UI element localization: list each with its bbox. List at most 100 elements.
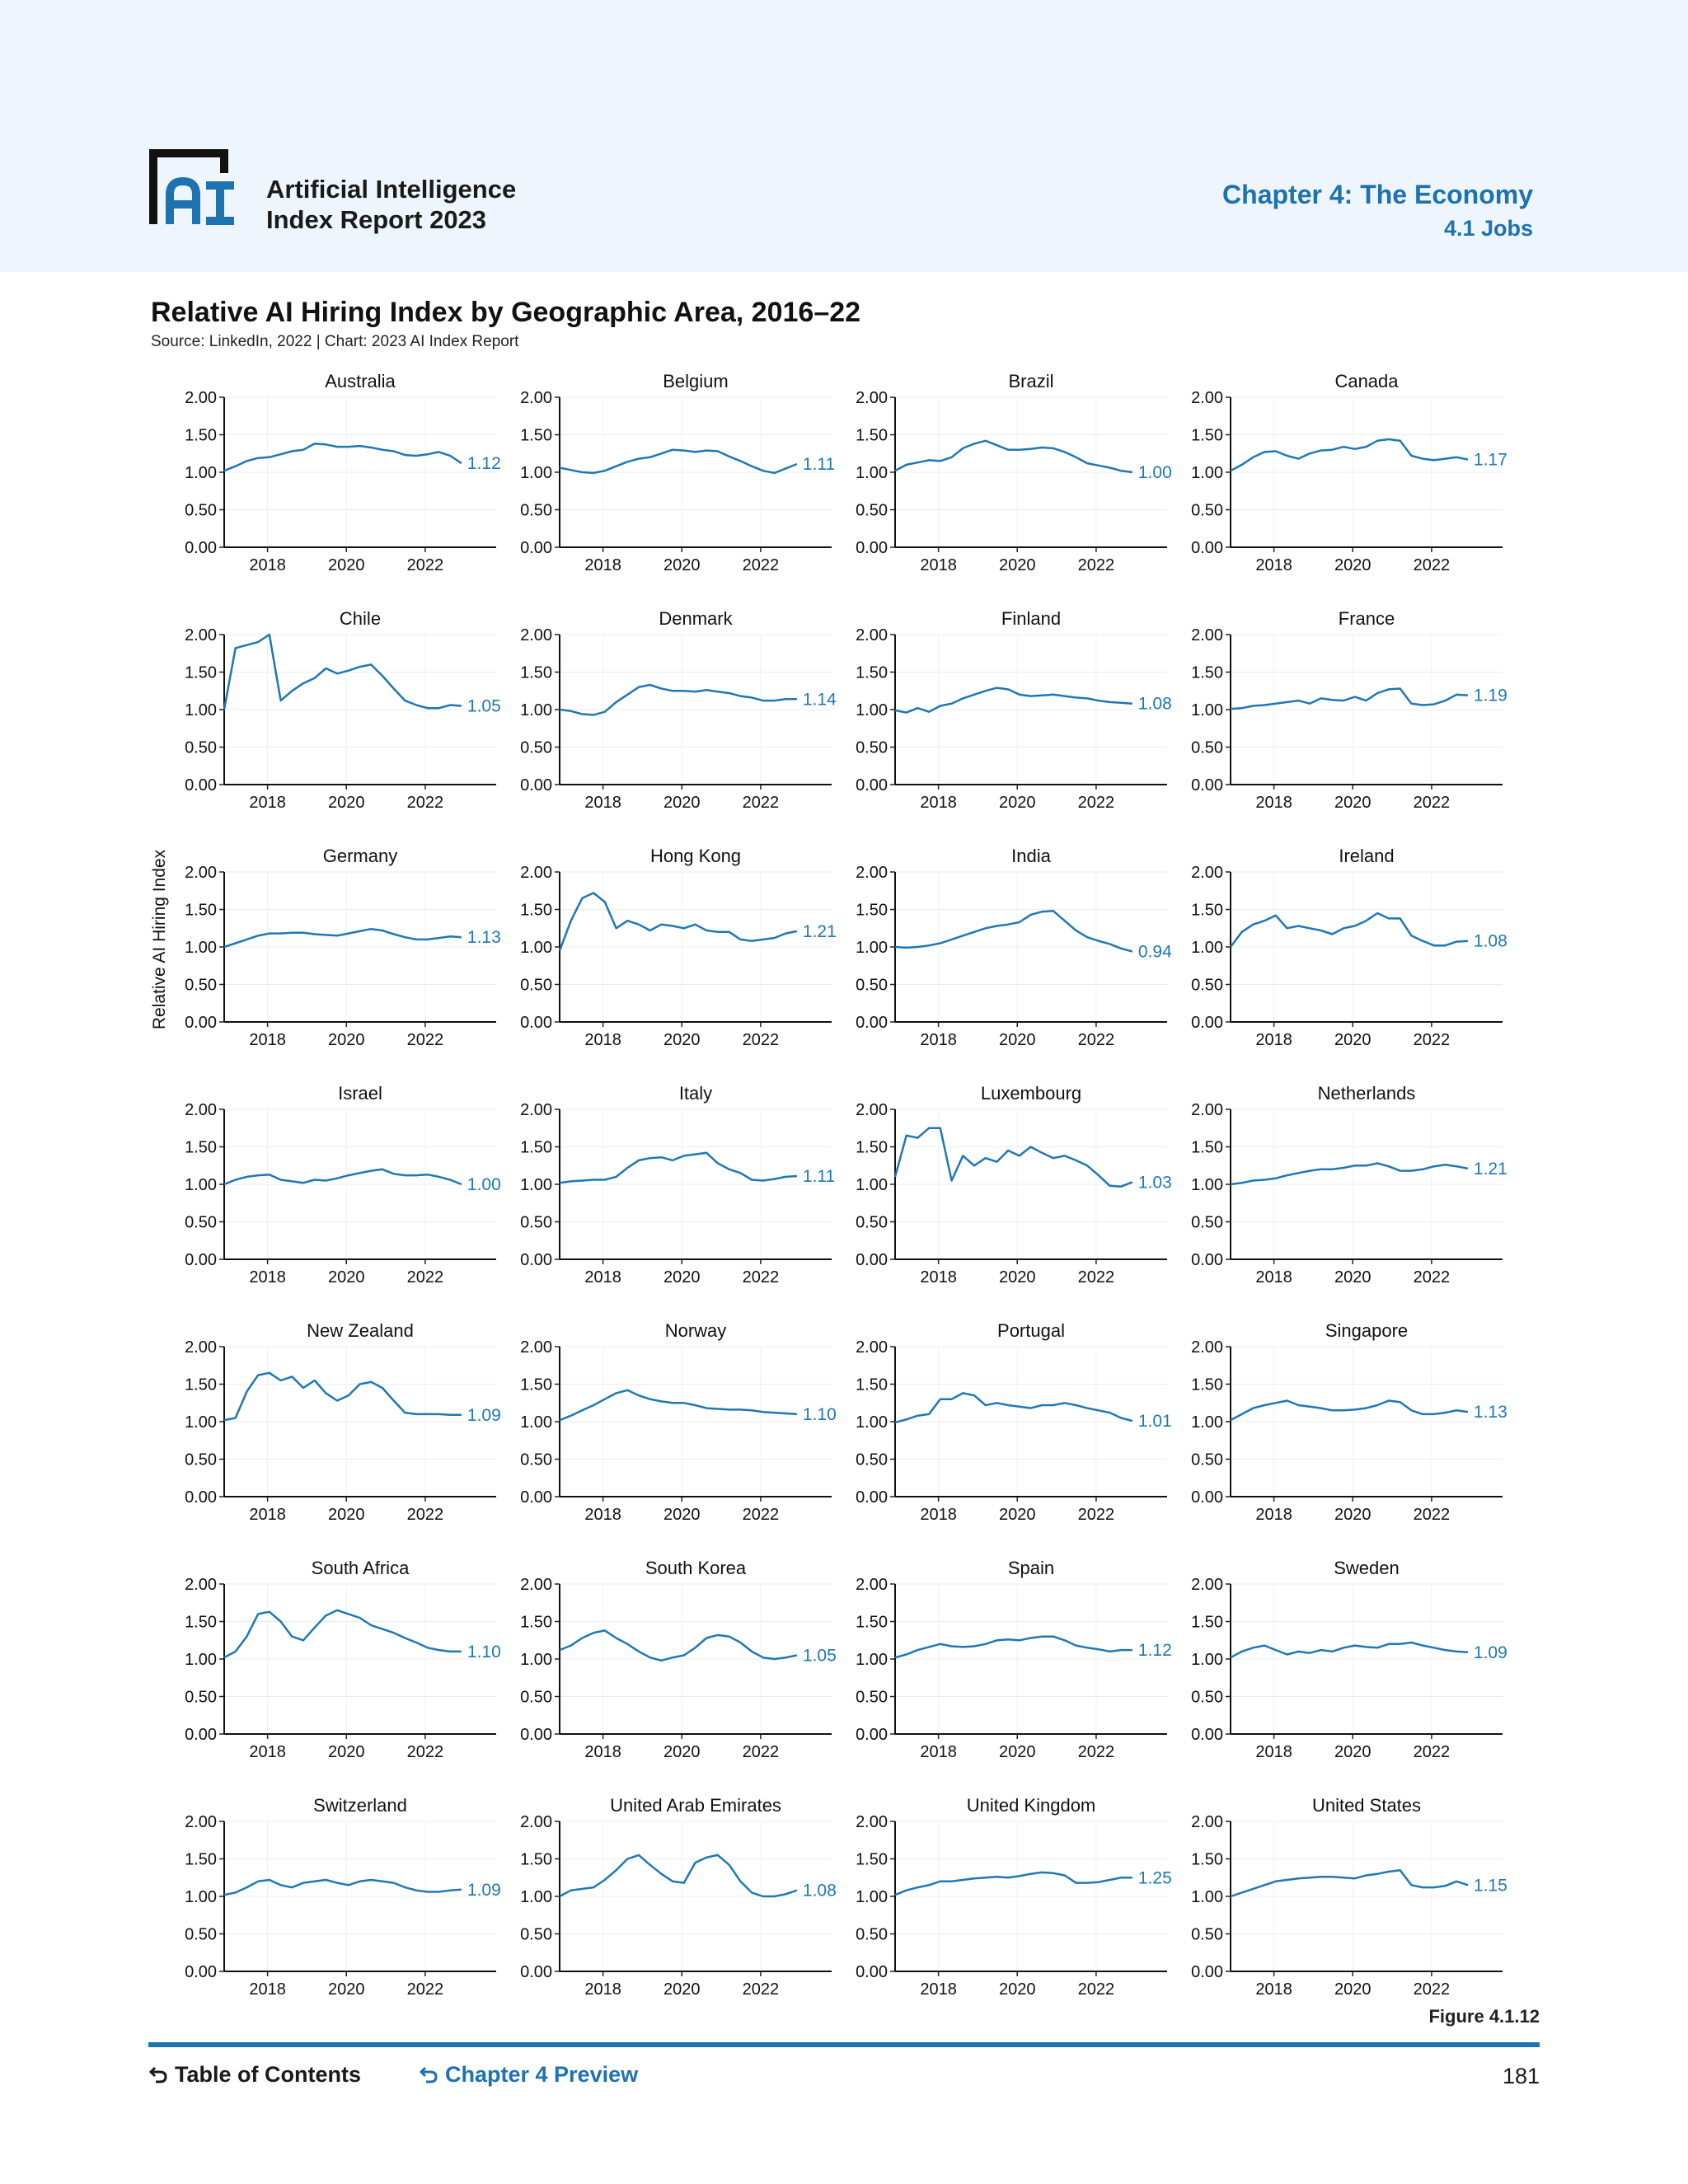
- y-tick-label: 2.00: [856, 389, 888, 407]
- panel-title: Finland: [1001, 608, 1061, 629]
- y-tick-label: 2.00: [856, 864, 888, 882]
- y-tick-label: 1.50: [1191, 1851, 1223, 1869]
- x-tick-label: 2020: [999, 1506, 1036, 1524]
- series-line: [559, 448, 798, 475]
- panel-title: Italy: [679, 1083, 712, 1104]
- y-tick-label: 1.50: [185, 664, 217, 682]
- panel-title: Brazil: [1008, 371, 1053, 391]
- x-tick-label: 2022: [1414, 1743, 1451, 1761]
- x-tick-label: 2022: [1414, 1980, 1451, 1999]
- y-tick-label: 1.00: [856, 1888, 888, 1906]
- y-tick-label: 1.00: [856, 1651, 888, 1669]
- x-tick-label: 2022: [1414, 1506, 1451, 1524]
- series-line: [894, 910, 1133, 953]
- x-tick-label: 2020: [999, 1743, 1036, 1761]
- panel-title: Switzerland: [313, 1795, 407, 1816]
- x-tick-label: 2018: [584, 1031, 621, 1049]
- x-tick-label: 2022: [1414, 556, 1451, 574]
- end-value-label: 1.09: [467, 1406, 501, 1425]
- y-tick-label: 0.50: [1191, 1689, 1223, 1707]
- x-tick-label: 2022: [407, 1268, 444, 1286]
- series-line: [894, 687, 1132, 714]
- x-tick-label: 2020: [999, 1031, 1036, 1049]
- x-tick-label: 2020: [328, 1268, 365, 1286]
- y-tick-label: 1.50: [1191, 1614, 1223, 1632]
- panel-title: New Zealand: [307, 1320, 414, 1341]
- x-tick-label: 2020: [663, 1743, 701, 1761]
- end-value-label: 1.13: [1474, 1403, 1507, 1422]
- report-title: Artificial Intelligence Index Report 202…: [266, 174, 516, 235]
- y-tick-label: 2.00: [520, 1576, 552, 1594]
- x-tick-label: 2022: [743, 794, 780, 812]
- page-number: 181: [1502, 2064, 1540, 2088]
- y-tick-label: 1.50: [856, 1376, 888, 1394]
- end-value-label: 1.08: [803, 1882, 837, 1900]
- y-tick-label: 1.00: [1191, 1651, 1223, 1669]
- y-tick-label: 0.50: [1191, 739, 1223, 757]
- y-tick-label: 0.50: [1191, 502, 1223, 520]
- y-tick-label: 1.00: [520, 701, 552, 719]
- x-tick-label: 2020: [1334, 1031, 1372, 1049]
- y-tick-label: 1.50: [1191, 902, 1223, 920]
- x-tick-label: 2020: [663, 794, 701, 812]
- y-tick-label: 0.00: [520, 1488, 552, 1507]
- x-tick-label: 2020: [328, 556, 365, 574]
- x-tick-label: 2022: [1078, 794, 1115, 812]
- panel-denmark: Denmark 0.00 0.50 1.00 1.50 2.00 2018 2020 2022 1…: [520, 608, 837, 812]
- y-tick-label: 0.00: [520, 1251, 552, 1269]
- panel-title: Australia: [325, 371, 396, 391]
- chapter-preview-link[interactable]: Chapter 4 Preview: [419, 2062, 638, 2088]
- y-tick-label: 0.50: [1191, 977, 1223, 995]
- y-tick-label: 0.50: [520, 1689, 552, 1707]
- table-of-contents-link[interactable]: Table of Contents: [148, 2062, 361, 2088]
- series-line: [1230, 1399, 1469, 1422]
- x-tick-label: 2022: [1414, 1268, 1451, 1286]
- y-tick-label: 2.00: [520, 1813, 552, 1831]
- end-value-label: 1.12: [1138, 1641, 1172, 1660]
- x-tick-label: 2018: [1255, 1031, 1292, 1049]
- y-tick-label: 1.50: [185, 902, 217, 920]
- return-arrow-icon: [148, 2066, 167, 2083]
- y-tick-label: 0.00: [856, 776, 888, 794]
- y-tick-label: 0.50: [520, 977, 552, 995]
- y-tick-label: 0.00: [856, 1726, 888, 1744]
- y-tick-label: 0.00: [1191, 1014, 1223, 1032]
- series-line: [223, 1168, 462, 1186]
- y-tick-label: 2.00: [1191, 1813, 1223, 1831]
- y-tick-label: 0.50: [856, 502, 888, 520]
- y-tick-label: 1.00: [520, 464, 552, 482]
- panel-title: Germany: [323, 846, 397, 866]
- y-tick-label: 2.00: [520, 626, 552, 644]
- series-line: [223, 443, 462, 472]
- series-line: [894, 1635, 1132, 1659]
- y-tick-label: 2.00: [1191, 389, 1223, 407]
- x-tick-label: 2020: [328, 1980, 365, 1999]
- end-value-label: 1.05: [803, 1646, 837, 1665]
- y-tick-label: 2.00: [520, 1338, 552, 1357]
- y-tick-label: 0.50: [185, 739, 217, 757]
- end-value-label: 1.08: [1138, 695, 1172, 714]
- x-tick-label: 2020: [663, 1268, 701, 1286]
- figure-label: Figure 4.1.12: [1428, 2006, 1540, 2027]
- y-tick-label: 1.50: [520, 902, 552, 920]
- y-tick-label: 0.00: [1191, 1726, 1223, 1744]
- header-band: [0, 0, 1688, 272]
- panel-israel: Israel 0.00 0.50 1.00 1.50 2.00 2018 2020 2022 1.…: [185, 1083, 501, 1286]
- x-tick-label: 2022: [407, 1506, 444, 1524]
- y-tick-label: 0.50: [520, 1214, 552, 1232]
- x-tick-label: 2020: [328, 1506, 365, 1524]
- return-arrow-icon: [419, 2066, 438, 2083]
- y-tick-label: 1.00: [185, 701, 217, 719]
- end-value-label: 1.11: [803, 1167, 835, 1186]
- y-tick-label: 2.00: [1191, 864, 1223, 882]
- y-tick-label: 1.50: [185, 1851, 217, 1869]
- y-tick-label: 0.00: [856, 1014, 888, 1032]
- y-tick-label: 1.00: [856, 939, 888, 957]
- y-tick-label: 0.00: [520, 1963, 552, 1981]
- x-tick-label: 2022: [1078, 1506, 1115, 1524]
- series-line: [559, 1629, 798, 1662]
- footer-rule: [148, 2042, 1540, 2047]
- panel-title: United States: [1312, 1795, 1421, 1816]
- y-tick-label: 1.00: [520, 1176, 552, 1194]
- y-tick-label: 1.50: [856, 664, 888, 682]
